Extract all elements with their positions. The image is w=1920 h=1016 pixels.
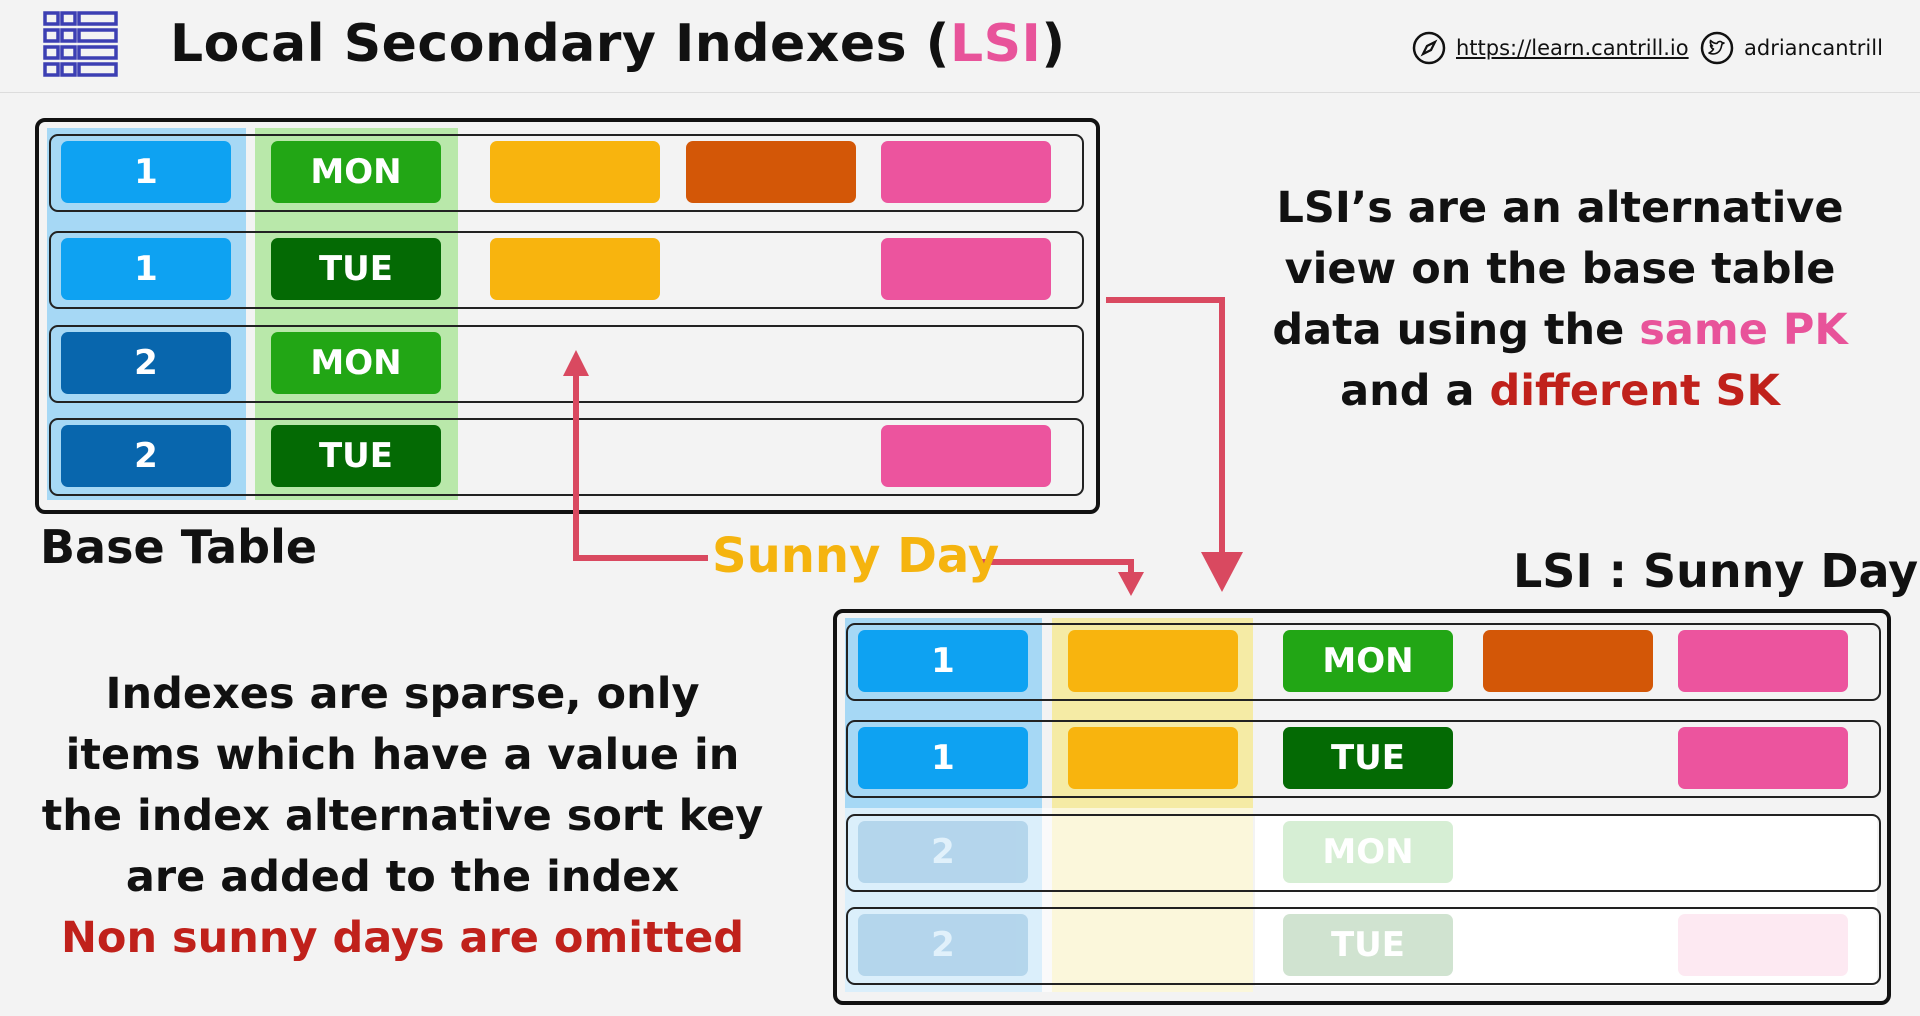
website-link[interactable]: https://learn.cantrill.io [1412, 28, 1689, 68]
arrowhead-down-large [1201, 552, 1243, 592]
note-line: items which have a value in [65, 730, 740, 780]
explanation-line: and a different SK [1340, 366, 1780, 416]
omitted-note-line: Non sunny days are omitted [60, 913, 745, 963]
arrowhead-down-small [1118, 572, 1144, 596]
omitted-sk-cell: TUE [1283, 914, 1453, 976]
omitted-rows-fade [845, 808, 1253, 992]
lsi-row-4 [846, 907, 1881, 985]
omitted-attribute-pink [1678, 914, 1848, 976]
lsi-row-3 [846, 814, 1881, 892]
base-row-1 [49, 134, 1084, 212]
pk-cell: 2 [61, 425, 231, 487]
title-accent: LSI [949, 14, 1042, 74]
base-to-lsi-arrow [1106, 297, 1225, 556]
pk-cell: 1 [858, 630, 1028, 692]
note-line: Indexes are sparse, only [105, 669, 700, 719]
explanation-line: LSI’s are an alternative [1276, 183, 1844, 233]
lsi-table-label: LSI : Sunny Day [1513, 544, 1919, 598]
sk-cell: TUE [271, 425, 441, 487]
twitter-link[interactable]: adriancantrill [1700, 28, 1883, 68]
pk-cell: 1 [61, 141, 231, 203]
sunny-day-up-arrow [573, 372, 708, 561]
attribute-pink [1678, 727, 1848, 789]
pk-cell: 1 [61, 238, 231, 300]
lsi-row-2 [846, 720, 1881, 798]
attribute-orange [1483, 630, 1653, 692]
header-bar: Local Secondary Indexes (LSI) https://le… [0, 0, 1920, 93]
attribute-sunny-day [490, 141, 660, 203]
twitter-handle[interactable]: adriancantrill [1744, 36, 1883, 60]
omitted-rows-background [1255, 814, 1877, 986]
lsi-sort-key-sunny-day [1068, 727, 1238, 789]
omitted-pk-cell: 2 [858, 914, 1028, 976]
attribute-orange [686, 141, 856, 203]
sunny-day-right-arrow [982, 559, 1134, 576]
lsi-sort-key-sunny-day [1068, 630, 1238, 692]
table-grid-icon [43, 11, 118, 77]
base-table-label: Base Table [40, 520, 318, 574]
omitted-pk-cell: 2 [858, 821, 1028, 883]
arrowhead-up [563, 350, 589, 376]
lsi-row-1 [846, 623, 1881, 701]
base-row-2 [49, 231, 1084, 309]
note-line: the index alternative sort key [41, 791, 764, 841]
explanation-line: data using the same PK [1272, 305, 1848, 355]
lsi-explanation: LSI’s are an alternative view on the bas… [1220, 178, 1900, 422]
sk-cell: MON [271, 141, 441, 203]
attribute-pink [881, 238, 1051, 300]
sk-cell: TUE [271, 238, 441, 300]
compass-icon [1412, 31, 1446, 65]
pk-cell: 1 [858, 727, 1028, 789]
different-sk-highlight: different SK [1489, 366, 1780, 416]
sk-cell: TUE [1283, 727, 1453, 789]
note-line: are added to the index [125, 852, 680, 902]
same-pk-highlight: same PK [1639, 305, 1848, 355]
page-title: Local Secondary Indexes (LSI) [170, 14, 1066, 74]
sk-cell: MON [1283, 630, 1453, 692]
omitted-sk-cell: MON [1283, 821, 1453, 883]
sunny-day-label: Sunny Day [712, 528, 1000, 584]
sk-cell: MON [271, 332, 441, 394]
base-row-4 [49, 418, 1084, 496]
attribute-pink [1678, 630, 1848, 692]
explanation-line: view on the base table [1284, 244, 1836, 294]
attribute-pink [881, 425, 1051, 487]
attribute-sunny-day [490, 238, 660, 300]
attribute-pink [881, 141, 1051, 203]
base-row-3 [49, 325, 1084, 403]
twitter-bird-icon [1700, 31, 1734, 65]
sparse-index-note: Indexes are sparse, only items which hav… [40, 664, 765, 969]
pk-cell: 2 [61, 332, 231, 394]
website-url[interactable]: https://learn.cantrill.io [1456, 36, 1689, 60]
